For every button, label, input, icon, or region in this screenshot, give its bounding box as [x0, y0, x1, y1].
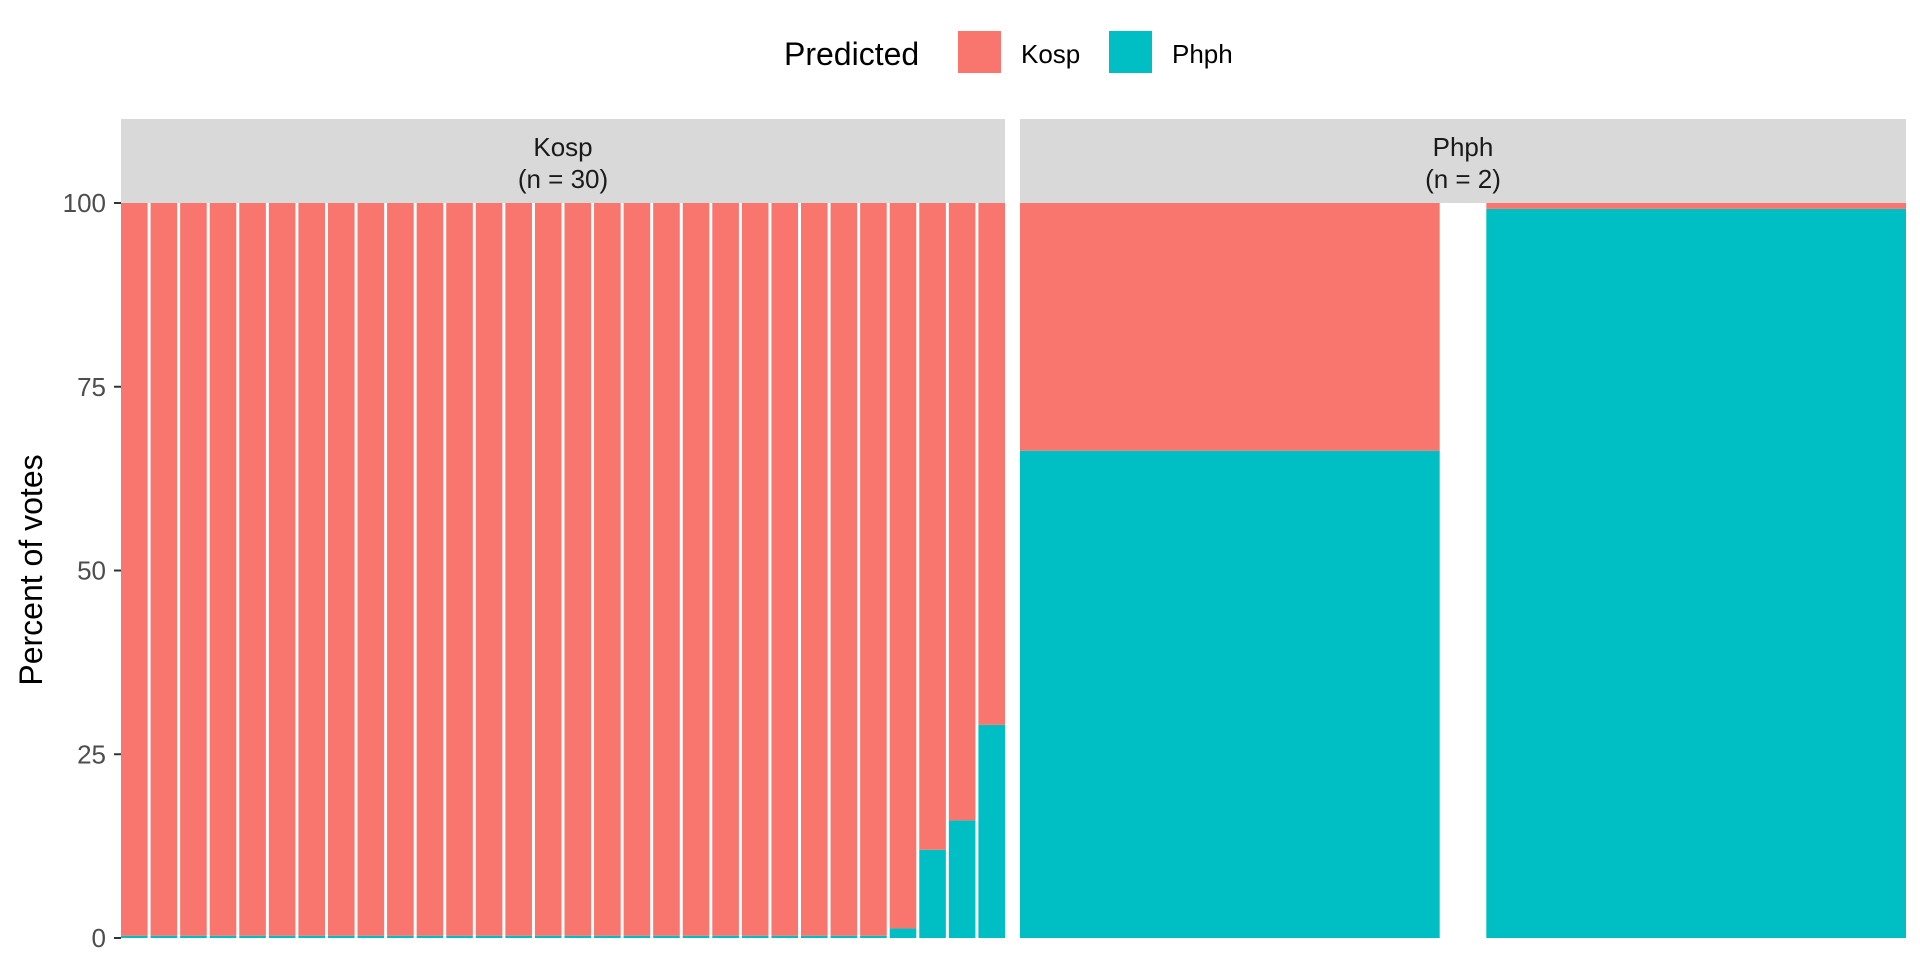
bar-segment-kosp-kosp-14: [505, 203, 532, 936]
bar-segment-phph-kosp-20: [682, 935, 710, 938]
bar-segment-kosp-kosp-25: [830, 203, 858, 936]
bar-segment-phph-kosp-13: [475, 935, 503, 938]
bar-segment-phph-kosp-24: [801, 935, 828, 938]
bar-segment-phph-kosp-30: [978, 724, 1005, 938]
bar-segment-kosp-kosp-28: [919, 203, 946, 850]
facet-strip-n-kosp: (n = 30): [518, 164, 608, 194]
legend-label-kosp: Kosp: [1021, 39, 1080, 69]
facet-strip-phph: [1020, 119, 1906, 203]
bar-segment-kosp-kosp-12: [446, 203, 473, 936]
bar-segment-phph-kosp-11: [416, 935, 444, 938]
bar-segment-phph-kosp-1: [121, 935, 148, 938]
bar-segment-phph-phph-1: [1020, 450, 1440, 938]
bar-segment-phph-kosp-16: [564, 935, 592, 938]
bar-segment-kosp-kosp-2: [150, 203, 178, 936]
bar-segment-kosp-kosp-15: [534, 203, 562, 936]
bar-segment-phph-kosp-2: [150, 935, 178, 938]
bar-segment-phph-kosp-7: [298, 935, 325, 938]
bars-phph: [1020, 203, 1906, 938]
bar-segment-phph-kosp-29: [948, 820, 976, 938]
bar-segment-kosp-kosp-5: [239, 203, 266, 936]
legend-swatch-kosp: [958, 31, 1001, 73]
facet-strip-kosp: [121, 119, 1005, 203]
legend-swatch-phph: [1109, 31, 1152, 73]
y-tick-label-50: 50: [77, 556, 106, 586]
bar-segment-phph-kosp-23: [771, 935, 799, 938]
bar-segment-phph-kosp-21: [712, 935, 739, 938]
bar-segment-phph-kosp-14: [505, 935, 532, 938]
bar-segment-kosp-kosp-9: [357, 203, 385, 936]
y-tick-label-25: 25: [77, 739, 106, 769]
bar-segment-kosp-kosp-4: [209, 203, 237, 936]
bar-segment-kosp-kosp-1: [121, 203, 148, 936]
bar-segment-phph-kosp-4: [209, 935, 237, 938]
bar-segment-kosp-kosp-20: [682, 203, 710, 936]
bar-segment-kosp-kosp-16: [564, 203, 592, 936]
bar-segment-kosp-kosp-10: [387, 203, 414, 936]
bar-segment-phph-kosp-8: [327, 935, 355, 938]
bar-segment-kosp-kosp-24: [801, 203, 828, 936]
bar-segment-phph-kosp-17: [594, 935, 621, 938]
bar-segment-phph-kosp-25: [830, 935, 858, 938]
bars-kosp: [121, 203, 1005, 938]
legend: Predicted Kosp Phph: [784, 31, 1233, 73]
facet-strip-label-phph: Phph: [1433, 132, 1494, 162]
bar-segment-phph-kosp-12: [446, 935, 473, 938]
bar-segment-kosp-kosp-22: [741, 203, 769, 936]
legend-label-phph: Phph: [1172, 39, 1233, 69]
y-axis-title: Percent of votes: [13, 454, 49, 685]
bar-segment-kosp-kosp-7: [298, 203, 325, 936]
facet-panel-kosp: Kosp (n = 30): [121, 119, 1005, 938]
bar-segment-phph-kosp-27: [889, 928, 917, 938]
bar-segment-phph-kosp-26: [860, 935, 887, 938]
bar-segment-kosp-kosp-3: [180, 203, 207, 936]
bar-segment-kosp-kosp-23: [771, 203, 799, 936]
bar-segment-phph-phph-2: [1486, 208, 1906, 938]
bar-segment-kosp-kosp-18: [623, 203, 651, 936]
bar-segment-kosp-kosp-21: [712, 203, 739, 936]
bar-segment-kosp-kosp-6: [268, 203, 296, 936]
bar-segment-kosp-phph-1: [1020, 203, 1440, 451]
bar-segment-kosp-kosp-13: [475, 203, 503, 936]
bar-segment-phph-kosp-19: [653, 935, 680, 938]
y-tick-label-100: 100: [63, 188, 106, 218]
bar-segment-phph-kosp-6: [268, 935, 296, 938]
facet-strip-label-kosp: Kosp: [533, 132, 592, 162]
bar-segment-kosp-kosp-27: [889, 203, 917, 929]
bar-segment-phph-kosp-22: [741, 935, 769, 938]
bar-segment-kosp-kosp-11: [416, 203, 444, 936]
y-axis: 0 25 50 75 100: [63, 188, 121, 953]
bar-segment-kosp-kosp-19: [653, 203, 680, 936]
bar-segment-kosp-kosp-17: [594, 203, 621, 936]
bar-segment-phph-kosp-9: [357, 935, 385, 938]
facet-panel-phph: Phph (n = 2): [1020, 119, 1906, 938]
bar-segment-phph-kosp-10: [387, 935, 414, 938]
bar-segment-phph-kosp-18: [623, 935, 651, 938]
y-tick-label-75: 75: [77, 372, 106, 402]
y-tick-label-0: 0: [92, 923, 106, 953]
bar-segment-kosp-kosp-26: [860, 203, 887, 936]
bar-segment-kosp-kosp-30: [978, 203, 1005, 725]
bar-segment-kosp-kosp-29: [948, 203, 976, 821]
bar-segment-phph-kosp-28: [919, 849, 946, 938]
facet-strip-n-phph: (n = 2): [1425, 164, 1501, 194]
bar-segment-kosp-phph-2: [1486, 203, 1906, 209]
bar-segment-phph-kosp-5: [239, 935, 266, 938]
legend-title: Predicted: [784, 36, 919, 72]
bar-segment-phph-kosp-15: [534, 935, 562, 938]
bar-segment-phph-kosp-3: [180, 935, 207, 938]
bar-segment-kosp-kosp-8: [327, 203, 355, 936]
